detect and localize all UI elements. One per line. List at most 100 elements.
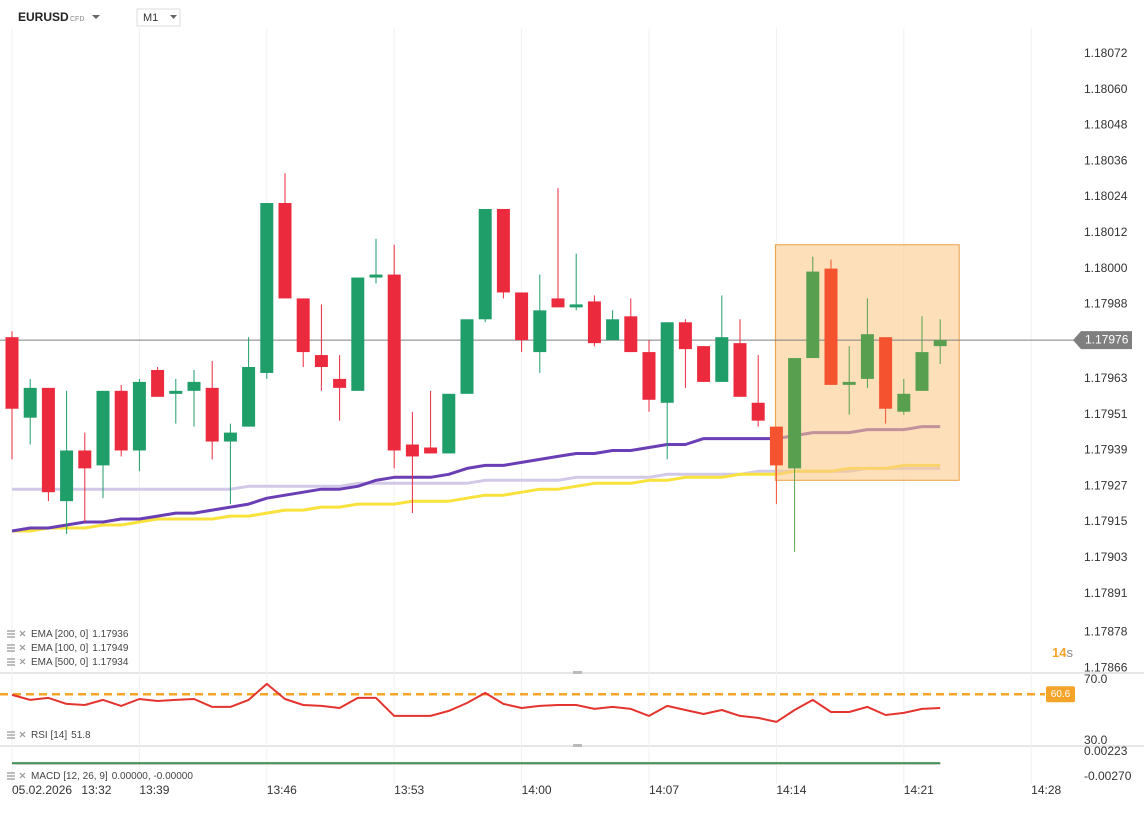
y-tick-label: 1.17951 — [1084, 407, 1128, 421]
instrument-type: CFD — [70, 16, 84, 23]
candle-body — [642, 352, 656, 400]
candle-body — [569, 304, 583, 308]
candle-body — [424, 447, 438, 454]
candle-body — [205, 387, 219, 442]
countdown: 14s — [1052, 645, 1073, 660]
symbol[interactable]: EURUSD — [18, 10, 69, 24]
candle-body — [842, 381, 856, 385]
symbol-caret[interactable] — [92, 15, 100, 19]
y-tick-label: 1.18060 — [1084, 82, 1128, 96]
legend-text: 1.17934 — [92, 657, 129, 668]
x-tick-label: 13:39 — [139, 783, 169, 797]
candle-body — [606, 319, 620, 341]
current-price-tag — [1073, 331, 1132, 350]
x-tick-label: 14:07 — [649, 783, 679, 797]
candle-body — [387, 274, 401, 451]
candle-body — [278, 203, 292, 299]
legend-entry: EMA [200, 0] 1.17936 — [31, 629, 129, 640]
candle-body — [260, 203, 274, 373]
candle-body — [551, 298, 565, 308]
legend-text: 1.17949 — [92, 643, 129, 654]
legend-text: 1.17936 — [92, 629, 129, 640]
legend-menu-icon — [7, 630, 15, 638]
x-tick-label: 14:14 — [776, 783, 806, 797]
timeframe-box[interactable] — [136, 8, 181, 27]
candle-body — [678, 322, 692, 350]
rsi-level-label: 60.6 — [1051, 689, 1071, 700]
legend-entry: EMA [500, 0] 1.17934 — [31, 657, 129, 668]
legend-text: 51.8 — [71, 730, 91, 741]
candle-body — [788, 358, 802, 469]
candle-body — [442, 393, 456, 454]
separator-handle[interactable] — [573, 671, 582, 674]
candle-body — [132, 381, 146, 451]
candle-body — [351, 277, 365, 391]
candle-body — [933, 340, 947, 347]
candle-body — [96, 390, 110, 466]
candle-body — [369, 274, 383, 278]
candle-body — [405, 444, 419, 457]
legend-menu-icon — [7, 644, 15, 652]
candle-body — [751, 402, 765, 421]
legend-text: MACD [12, 26, 9] — [31, 771, 108, 782]
y-tick-label: 1.18000 — [1084, 261, 1128, 275]
y-tick-label: 1.17963 — [1084, 371, 1128, 385]
candle-body — [624, 316, 638, 353]
y-tick-label: 70.0 — [1084, 672, 1108, 686]
candle-body — [660, 322, 674, 403]
candle-body — [78, 450, 92, 469]
y-tick-label: 1.18036 — [1084, 153, 1128, 167]
candle-body — [242, 366, 256, 427]
y-tick-label: 1.17903 — [1084, 550, 1128, 564]
candle-body — [478, 208, 492, 320]
candle-body — [314, 355, 328, 367]
x-tick-label: 13:46 — [267, 783, 297, 797]
legend-menu-icon — [7, 772, 15, 780]
y-tick-label: 1.18024 — [1084, 189, 1128, 203]
legend-menu-icon — [7, 731, 15, 739]
y-tick-label: 1.17866 — [1084, 660, 1128, 674]
indicator-line — [11, 682, 941, 723]
y-tick-label: -0.00270 — [1084, 769, 1132, 783]
candle-body — [223, 432, 237, 442]
candle-body — [296, 298, 310, 353]
rsi-level-tag — [1046, 686, 1075, 703]
legend-text: EMA [100, 0] — [31, 643, 88, 654]
candle-body — [333, 378, 347, 388]
candle-body — [915, 352, 929, 391]
timeframe-caret[interactable] — [170, 15, 177, 19]
y-tick-label: 1.17939 — [1084, 443, 1128, 457]
legend-close-icon — [19, 731, 26, 738]
separator-handle[interactable] — [573, 744, 582, 747]
x-tick-label: 05.02.2026 13:32 — [12, 783, 112, 797]
candle-body — [151, 369, 165, 397]
candle-body — [860, 334, 874, 379]
y-tick-label: 0.00223 — [1084, 744, 1128, 758]
x-tick-label: 14:28 — [1031, 783, 1061, 797]
candle-body — [715, 337, 729, 382]
candle-body — [496, 208, 510, 293]
timeframe[interactable]: M1 — [143, 12, 158, 24]
candle-body — [879, 337, 893, 409]
legend-menu-icon — [7, 658, 15, 666]
candle-body — [460, 319, 474, 394]
legend-close-icon — [19, 658, 26, 665]
legend-text: EMA [200, 0] — [31, 629, 88, 640]
y-tick-label: 1.17988 — [1084, 297, 1128, 311]
legend-close-icon — [19, 772, 26, 779]
legend-entry: MACD [12, 26, 9] 0.00000, -0.00000 — [31, 771, 193, 782]
legend-close-icon — [19, 644, 26, 651]
candle-body — [533, 310, 547, 353]
candle-body — [769, 426, 783, 466]
countdown-unit: s — [1066, 645, 1073, 660]
y-tick-label: 1.18012 — [1084, 225, 1128, 239]
candle-body — [169, 390, 183, 394]
candle-body — [5, 337, 19, 409]
x-tick-label: 13:53 — [394, 783, 424, 797]
countdown-value: 14 — [1052, 645, 1067, 660]
x-tick-label: 14:00 — [522, 783, 552, 797]
x-tick-label: 14:21 — [904, 783, 934, 797]
legend-entry: RSI [14] 51.8 — [31, 730, 91, 741]
candle-body — [697, 346, 711, 382]
